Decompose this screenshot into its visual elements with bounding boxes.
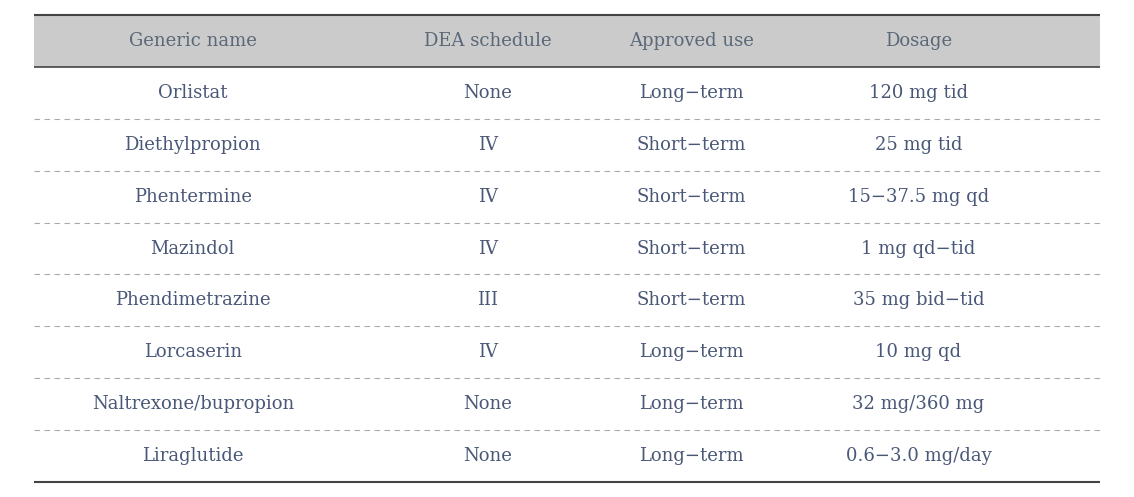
Text: Short−term: Short−term xyxy=(637,240,746,257)
Text: Mazindol: Mazindol xyxy=(151,240,235,257)
Text: IV: IV xyxy=(477,187,498,206)
Text: DEA schedule: DEA schedule xyxy=(424,32,551,50)
Text: Liraglutide: Liraglutide xyxy=(142,447,244,465)
Text: III: III xyxy=(477,291,498,310)
Text: Phendimetrazine: Phendimetrazine xyxy=(115,291,271,310)
Text: Long−term: Long−term xyxy=(640,395,744,413)
Text: None: None xyxy=(463,84,513,102)
Text: 10 mg qd: 10 mg qd xyxy=(875,343,962,361)
Text: Orlistat: Orlistat xyxy=(158,84,228,102)
Text: Long−term: Long−term xyxy=(640,343,744,361)
Text: 35 mg bid−tid: 35 mg bid−tid xyxy=(853,291,984,310)
Text: Lorcaserin: Lorcaserin xyxy=(144,343,242,361)
Text: IV: IV xyxy=(477,343,498,361)
Text: Long−term: Long−term xyxy=(640,447,744,465)
Text: 0.6−3.0 mg/day: 0.6−3.0 mg/day xyxy=(846,447,991,465)
Text: 25 mg tid: 25 mg tid xyxy=(874,136,963,154)
Bar xyxy=(34,15,1100,67)
Text: None: None xyxy=(463,447,513,465)
Text: Approved use: Approved use xyxy=(629,32,754,50)
Text: Diethylpropion: Diethylpropion xyxy=(125,136,261,154)
Text: IV: IV xyxy=(477,136,498,154)
Text: 120 mg tid: 120 mg tid xyxy=(869,84,968,102)
Text: Short−term: Short−term xyxy=(637,136,746,154)
Text: Generic name: Generic name xyxy=(129,32,256,50)
Text: Dosage: Dosage xyxy=(885,32,953,50)
Text: None: None xyxy=(463,395,513,413)
Text: Short−term: Short−term xyxy=(637,291,746,310)
Text: Long−term: Long−term xyxy=(640,84,744,102)
Text: 15−37.5 mg qd: 15−37.5 mg qd xyxy=(848,187,989,206)
Text: Short−term: Short−term xyxy=(637,187,746,206)
Text: Phentermine: Phentermine xyxy=(134,187,252,206)
Text: 32 mg/360 mg: 32 mg/360 mg xyxy=(853,395,984,413)
Text: 1 mg qd−tid: 1 mg qd−tid xyxy=(862,240,975,257)
Text: IV: IV xyxy=(477,240,498,257)
Text: Naltrexone/bupropion: Naltrexone/bupropion xyxy=(92,395,294,413)
